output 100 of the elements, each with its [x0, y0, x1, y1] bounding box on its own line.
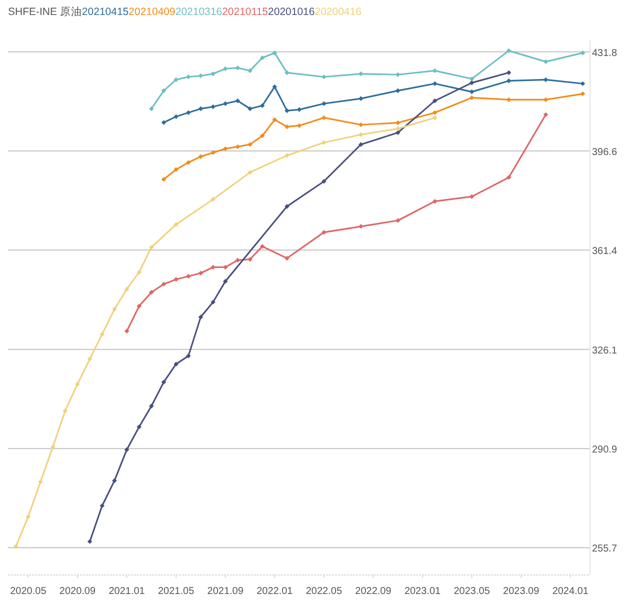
- text: 20200416: [314, 6, 362, 18]
- point: [87, 356, 92, 362]
- text: 20201016: [268, 6, 315, 18]
- point: [432, 81, 438, 86]
- text: 20210316: [175, 6, 222, 18]
- y-tick-label: 290.9: [592, 444, 618, 456]
- point: [322, 101, 326, 106]
- point: [395, 120, 400, 126]
- x-tick-label: 2020.09: [59, 586, 96, 597]
- point: [222, 66, 228, 72]
- x-tick-label: 2023.05: [454, 586, 490, 597]
- point: [284, 204, 290, 209]
- x-tick-label: 2021.09: [207, 586, 244, 597]
- x-tick-label: 2022.05: [306, 586, 342, 597]
- point: [580, 50, 586, 56]
- text: 20210115: [222, 6, 268, 18]
- point: [322, 178, 326, 184]
- point: [322, 230, 326, 235]
- point: [432, 115, 438, 120]
- point: [432, 198, 438, 204]
- point: [284, 108, 290, 114]
- point: [186, 160, 191, 165]
- x-tick-label: 2023.01: [404, 586, 442, 597]
- point: [13, 544, 18, 549]
- point: [543, 112, 548, 118]
- point: [149, 290, 154, 295]
- text: 20210415: [82, 6, 129, 18]
- point: [248, 106, 252, 112]
- point: [235, 258, 240, 263]
- point: [260, 244, 265, 249]
- point: [284, 256, 290, 261]
- point: [186, 354, 191, 358]
- x-tick-label: 2022.01: [256, 586, 294, 597]
- point: [210, 104, 216, 110]
- point: [50, 444, 56, 450]
- point: [174, 276, 178, 282]
- point: [174, 114, 178, 119]
- point: [284, 70, 290, 76]
- point: [174, 222, 178, 227]
- point: [210, 196, 216, 202]
- point: [198, 270, 204, 276]
- point: [174, 362, 178, 366]
- point: [210, 300, 216, 305]
- point: [395, 88, 400, 94]
- point: [506, 175, 512, 180]
- x-tick-label: 2021.01: [108, 586, 146, 597]
- point: [284, 124, 290, 130]
- point: [136, 270, 142, 275]
- point: [222, 101, 228, 106]
- point: [235, 98, 240, 104]
- point: [469, 89, 474, 94]
- point: [87, 539, 92, 544]
- point: [469, 80, 474, 86]
- point: [186, 274, 191, 279]
- text: 20210409: [128, 6, 176, 18]
- point: [186, 74, 191, 80]
- point: [210, 71, 216, 76]
- x-tick-label: 2020.05: [10, 586, 47, 597]
- point: [322, 115, 326, 120]
- point: [580, 81, 586, 86]
- point: [272, 84, 278, 90]
- point: [174, 77, 178, 82]
- point: [124, 328, 130, 334]
- point: [358, 224, 364, 229]
- y-tick-label: 255.7: [592, 544, 618, 555]
- y-tick-label: 361.4: [592, 246, 618, 258]
- point: [248, 68, 252, 74]
- point: [149, 106, 154, 112]
- point: [210, 150, 216, 156]
- point: [222, 146, 228, 152]
- x-tick-label: 2022.09: [355, 586, 392, 597]
- point: [248, 170, 252, 175]
- x-tick-label: 2024.01: [552, 586, 589, 597]
- point: [235, 65, 240, 70]
- point: [432, 68, 438, 74]
- point: [272, 50, 278, 56]
- point: [210, 264, 216, 270]
- point: [161, 380, 166, 385]
- y-tick-label: 396.6: [592, 146, 618, 158]
- point: [358, 142, 364, 147]
- point: [136, 424, 142, 430]
- point: [432, 98, 438, 104]
- y-tick-label: 326.1: [592, 345, 618, 356]
- point: [395, 130, 400, 136]
- point: [260, 103, 265, 108]
- point: [469, 76, 474, 82]
- point: [100, 332, 105, 337]
- point: [161, 176, 166, 182]
- point: [186, 110, 191, 116]
- point: [136, 304, 142, 308]
- point: [38, 479, 43, 484]
- point: [506, 70, 512, 76]
- point: [100, 503, 105, 508]
- point: [395, 126, 400, 132]
- point: [235, 144, 240, 150]
- point: [358, 122, 364, 128]
- point: [149, 404, 154, 408]
- point: [358, 132, 364, 138]
- point: [272, 117, 278, 122]
- point: [198, 154, 204, 159]
